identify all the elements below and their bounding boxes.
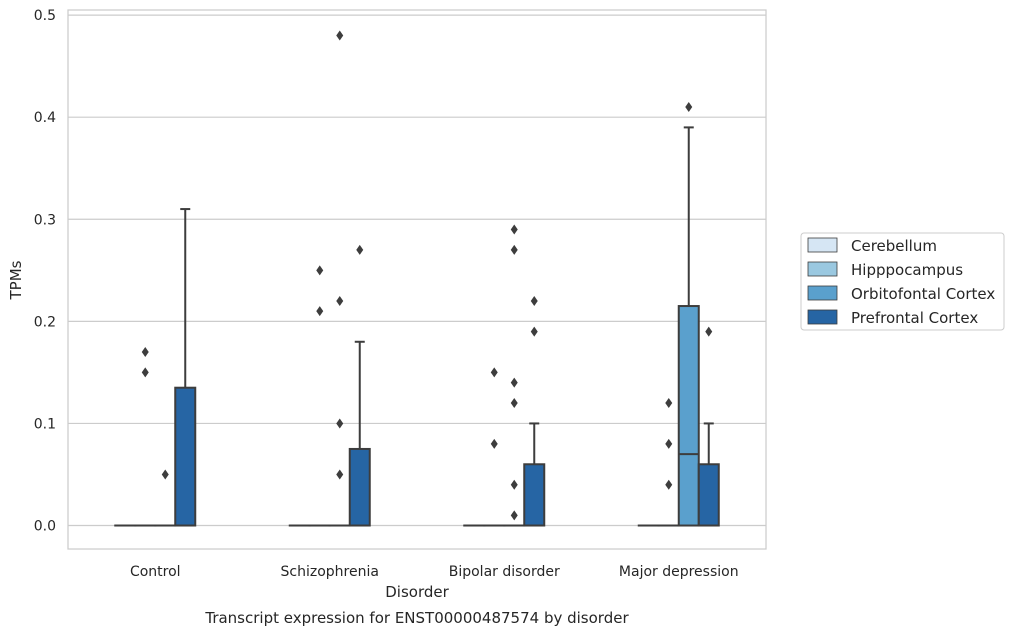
y-tick-label: 0.3 <box>34 212 56 228</box>
outlier-point <box>511 378 518 388</box>
outlier-point <box>511 224 518 234</box>
outliers-layer <box>142 31 713 521</box>
legend-label: Cerebellum <box>851 237 937 255</box>
outlier-point <box>665 398 672 408</box>
box-body <box>350 449 370 526</box>
plot-frame <box>68 10 766 549</box>
outlier-point <box>356 245 363 255</box>
outlier-point <box>685 102 692 112</box>
outlier-point <box>531 327 538 337</box>
outlier-point <box>316 265 323 275</box>
outlier-point <box>511 245 518 255</box>
legend-swatch <box>808 310 837 324</box>
box-orbitofontal-cortex-major-depression <box>679 127 699 525</box>
boxes-layer <box>115 127 719 525</box>
x-tick-label: Major depression <box>619 564 739 580</box>
outlier-point <box>491 367 498 377</box>
legend-label: Orbitofontal Cortex <box>851 285 995 303</box>
outlier-point <box>336 418 343 428</box>
box-prefrontal-cortex-bipolar-disorder <box>524 423 544 525</box>
outlier-point <box>142 367 149 377</box>
box-prefrontal-cortex-major-depression <box>699 423 719 525</box>
y-axis-label: TPMs <box>7 260 25 300</box>
legend-swatch <box>808 238 837 252</box>
chart-caption: Transcript expression for ENST0000048757… <box>204 609 629 627</box>
box-body <box>524 464 544 525</box>
outlier-point <box>336 296 343 306</box>
box-body <box>175 388 195 526</box>
y-tick-label: 0.5 <box>34 8 56 24</box>
grid-layer <box>68 15 766 525</box>
legend-label: Prefrontal Cortex <box>851 309 978 327</box>
box-prefrontal-cortex-schizophrenia <box>350 342 370 526</box>
y-tick-label: 0.2 <box>34 314 56 330</box>
box-prefrontal-cortex-control <box>175 209 195 525</box>
outlier-point <box>142 347 149 357</box>
outlier-point <box>511 510 518 520</box>
y-axis-ticks: 0.0 0.1 0.2 0.3 0.4 0.5 <box>34 8 56 534</box>
y-tick-label: 0.4 <box>34 110 56 126</box>
outlier-point <box>316 306 323 316</box>
x-axis-label: Disorder <box>385 583 449 601</box>
outlier-point <box>665 480 672 490</box>
legend: Cerebellum Hipppocampus Orbitofontal Corte… <box>801 233 1004 330</box>
box-body <box>679 306 699 525</box>
outlier-point <box>511 480 518 490</box>
outlier-point <box>705 327 712 337</box>
legend-swatch <box>808 286 837 300</box>
y-tick-label: 0.1 <box>34 416 56 432</box>
legend-label: Hipppocampus <box>851 261 963 279</box>
x-axis-ticks: Control Schizophrenia Bipolar disorder Majo… <box>130 564 739 580</box>
outlier-point <box>531 296 538 306</box>
y-tick-label: 0.0 <box>34 519 56 535</box>
outlier-point <box>162 469 169 479</box>
outlier-point <box>665 439 672 449</box>
box-body <box>699 464 719 525</box>
x-tick-label: Bipolar disorder <box>449 564 560 580</box>
outlier-point <box>491 439 498 449</box>
outlier-point <box>336 469 343 479</box>
outlier-point <box>336 31 343 41</box>
x-tick-label: Schizophrenia <box>281 564 379 580</box>
legend-swatch <box>808 262 837 276</box>
outlier-point <box>511 398 518 408</box>
x-tick-label: Control <box>130 564 181 580</box>
